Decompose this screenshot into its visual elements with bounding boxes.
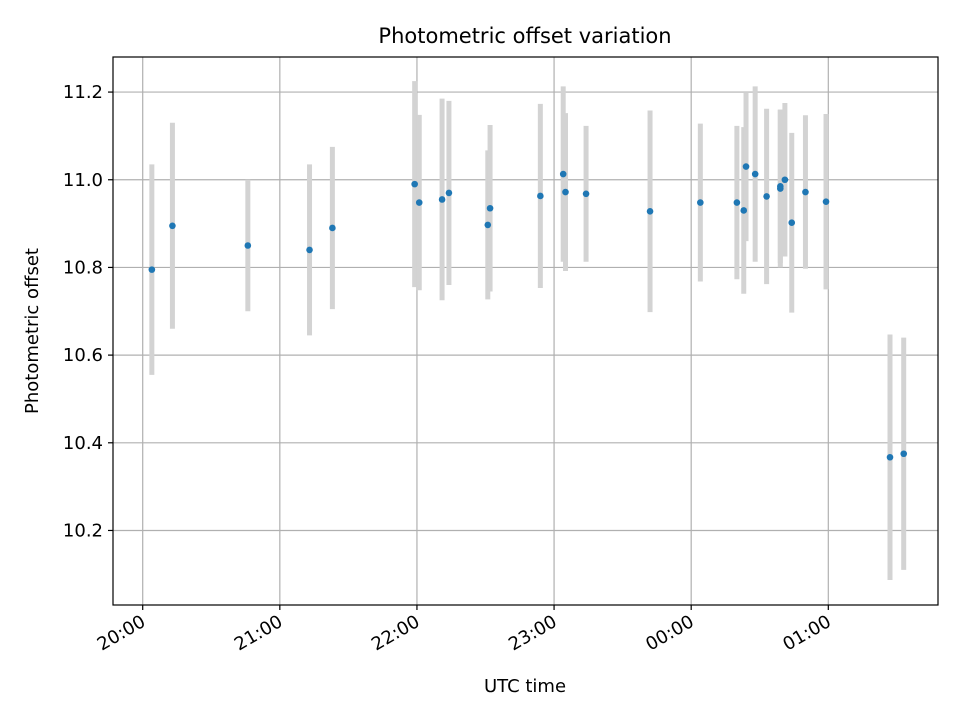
data-point [582, 190, 590, 198]
y-tick-label: 10.8 [63, 257, 103, 278]
data-point [329, 224, 336, 232]
x-axis-title: UTC time [484, 676, 566, 697]
data-point [697, 199, 704, 206]
plot-frame [112, 56, 939, 606]
data-point [169, 222, 176, 230]
data-point [646, 208, 654, 215]
data-point [415, 199, 423, 206]
y-grid [113, 91, 938, 532]
data-point [486, 204, 494, 212]
data-point [537, 192, 544, 200]
data-point [562, 188, 569, 196]
data-point [445, 189, 453, 197]
y-tick-label: 11.2 [63, 82, 103, 103]
data-point [788, 219, 796, 227]
data-point [763, 193, 770, 200]
y-axis-ticks: 10.2 10.4 10.6 10.8 11.0 11.2 [63, 82, 113, 541]
data-point [802, 188, 809, 196]
data-point [822, 198, 830, 205]
data-point [411, 180, 418, 188]
y-tick-label: 10.2 [63, 520, 103, 541]
y-tick-label: 10.4 [63, 433, 103, 454]
data-point [306, 246, 313, 254]
y-tick-label: 10.6 [63, 345, 103, 366]
data-point [484, 221, 492, 229]
data-point [900, 450, 908, 458]
data-point [244, 242, 252, 249]
data-point [438, 196, 446, 203]
y-tick-label: 11.0 [63, 170, 103, 191]
x-axis-ticks: 20:00 21:00 22:00 23:00 00:00 01:00 [94, 605, 835, 655]
data-points [148, 163, 908, 461]
data-point [148, 266, 156, 273]
data-point [886, 453, 894, 461]
data-point [559, 170, 567, 178]
data-point [751, 170, 759, 178]
data-point [742, 163, 750, 170]
data-point [777, 183, 784, 190]
data-point [740, 207, 748, 214]
data-point [733, 199, 741, 206]
data-point [781, 176, 789, 184]
y-axis-title: Photometric offset [22, 248, 43, 414]
chart-title: Photometric offset variation [378, 24, 671, 48]
